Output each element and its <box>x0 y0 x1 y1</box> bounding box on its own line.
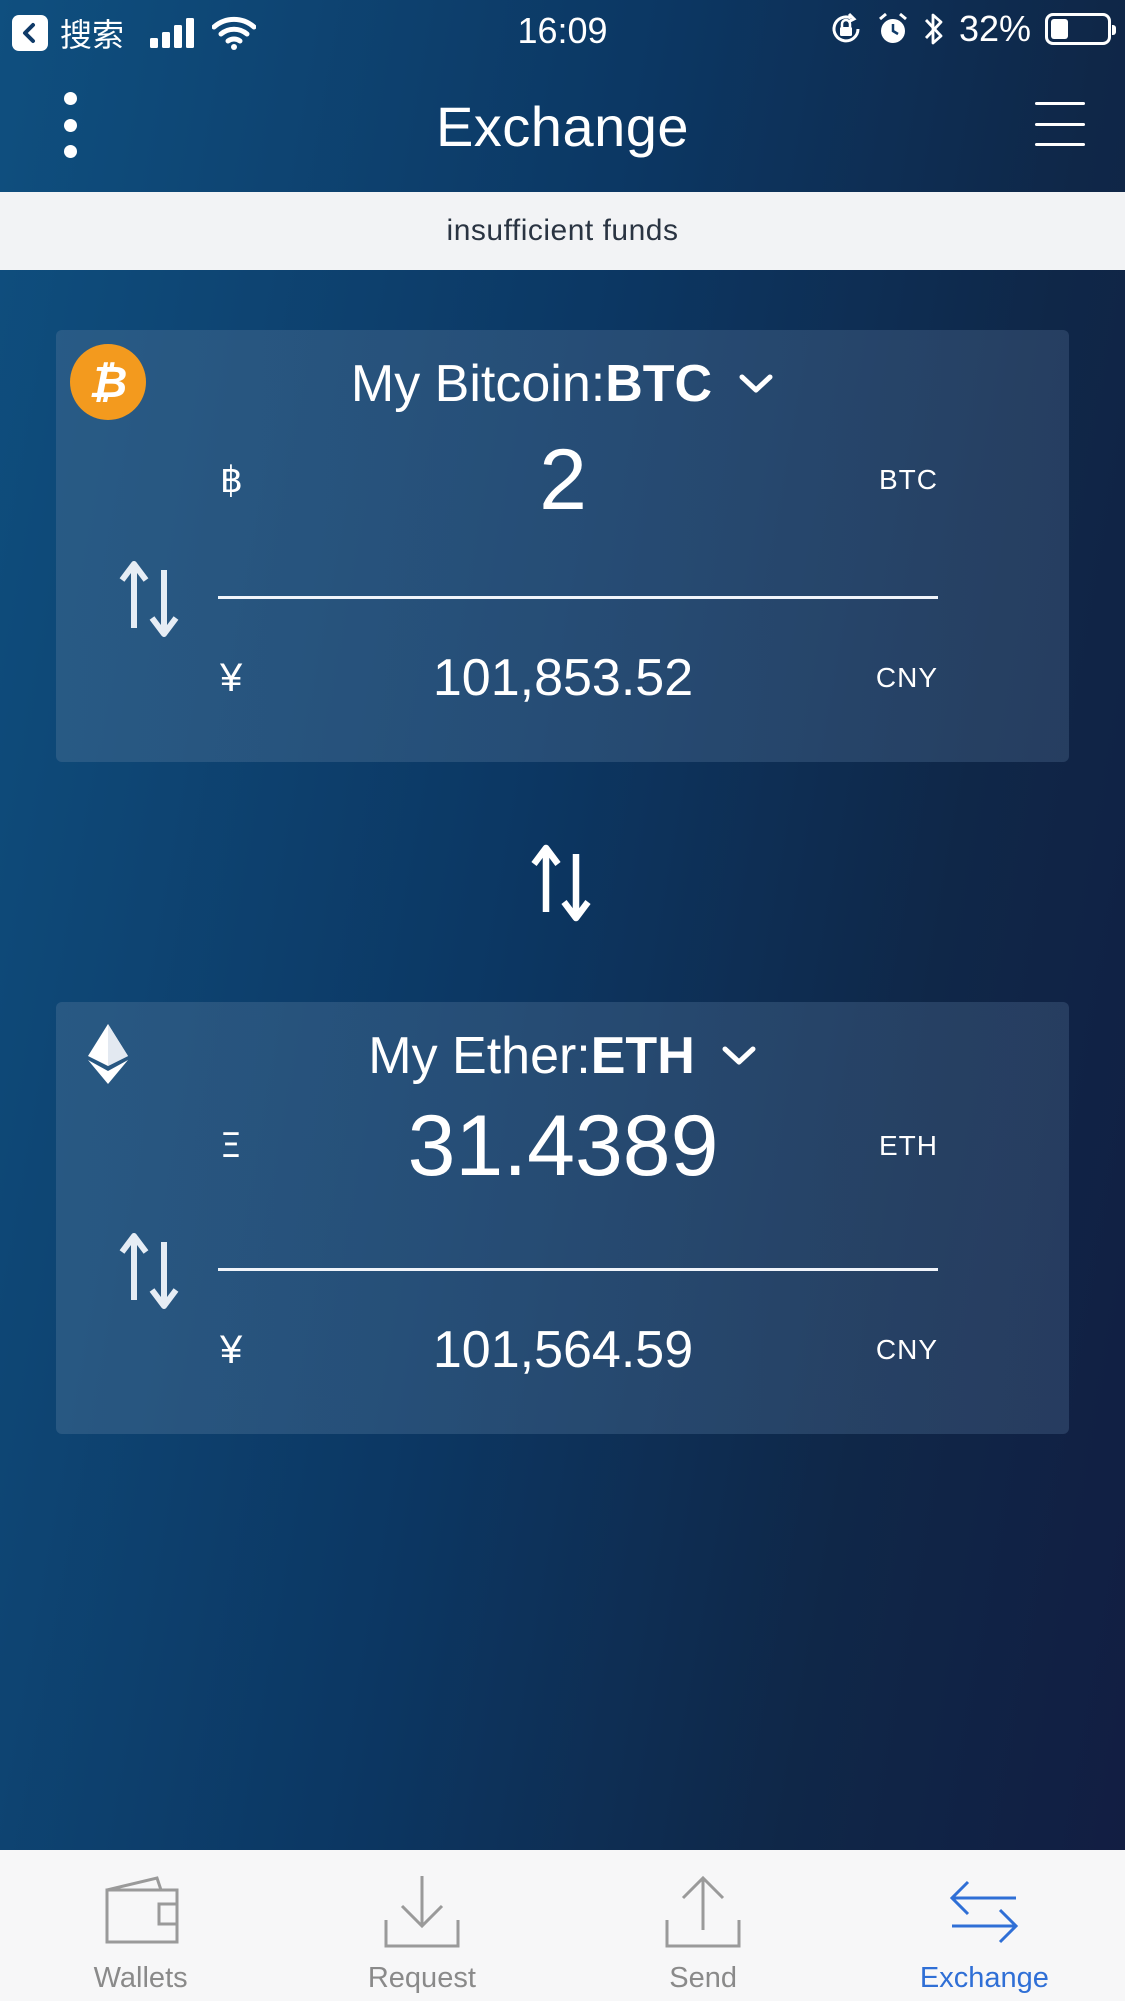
upload-icon <box>665 1875 741 1948</box>
status-right: 32% <box>829 8 1116 50</box>
crypto-symbol: ฿ <box>220 459 243 501</box>
exchange-icon <box>950 1880 1019 1944</box>
wallet-ticker: BTC <box>605 355 713 413</box>
tab-send[interactable]: Send <box>563 1850 844 2001</box>
tab-label: Send <box>669 1962 737 1994</box>
tab-label: Wallets <box>93 1962 188 1994</box>
signal-icon <box>150 18 195 48</box>
battery-icon <box>1045 13 1116 45</box>
wifi-icon <box>212 16 257 50</box>
error-notice: insufficient funds <box>0 192 1125 270</box>
tab-label: Exchange <box>919 1962 1049 1994</box>
download-icon <box>384 1876 460 1948</box>
tab-wallets[interactable]: Wallets <box>0 1850 281 2001</box>
tab-request[interactable]: Request <box>281 1850 562 2001</box>
crypto-amount-row[interactable]: ฿ 2 BTC <box>218 420 938 540</box>
status-time: 16:09 <box>517 10 608 51</box>
fiat-amount-input[interactable]: 101,564.59 <box>432 1321 694 1379</box>
status-bar: 搜索 16:09 32% <box>0 0 1125 62</box>
fiat-symbol: ¥ <box>220 1327 243 1372</box>
chevron-down-icon[interactable] <box>721 1044 757 1068</box>
swap-units-icon[interactable] <box>118 1226 184 1312</box>
fiat-unit: CNY <box>875 662 938 693</box>
from-wallet-selector[interactable]: My Bitcoin: BTC <box>56 354 1069 414</box>
hamburger-menu-icon[interactable] <box>1035 102 1085 146</box>
crypto-unit: BTC <box>879 464 938 495</box>
rotation-lock-icon <box>832 12 860 43</box>
divider <box>218 596 938 599</box>
more-options-icon[interactable] <box>50 92 90 158</box>
alarm-icon <box>878 12 907 43</box>
crypto-amount-row[interactable]: Ξ 31.4389 ETH <box>218 1086 938 1206</box>
ether-logo-icon <box>70 1016 146 1092</box>
crypto-unit: ETH <box>879 1130 938 1161</box>
wallet-name: My Bitcoin: <box>350 355 606 413</box>
bluetooth-icon <box>924 13 943 45</box>
back-label[interactable]: 搜索 <box>60 16 125 54</box>
back-icon[interactable] <box>12 15 48 51</box>
tab-exchange[interactable]: Exchange <box>844 1850 1125 2001</box>
to-wallet-card: My Ether: ETH Ξ 31.4389 ETH ¥ 101,564.59 … <box>56 1002 1069 1434</box>
crypto-amount-input[interactable]: 31.4389 <box>407 1097 719 1194</box>
from-wallet-card: ₿ My Bitcoin: BTC ฿ 2 BTC ¥ 101,853.52 CN… <box>56 330 1069 762</box>
fiat-amount-row[interactable]: ¥ 101,564.59 CNY <box>218 1300 938 1400</box>
crypto-amount-input[interactable]: 2 <box>539 431 587 528</box>
fiat-unit: CNY <box>875 1334 938 1365</box>
divider <box>218 1268 938 1271</box>
fiat-amount-row[interactable]: ¥ 101,853.52 CNY <box>218 628 938 728</box>
fiat-amount-input[interactable]: 101,853.52 <box>432 649 694 707</box>
swap-wallets-icon[interactable] <box>530 838 596 924</box>
svg-text:₿: ₿ <box>89 357 128 407</box>
swap-units-icon[interactable] <box>118 554 184 640</box>
wallet-ticker: ETH <box>590 1027 695 1085</box>
page-title: Exchange <box>435 95 690 158</box>
wallet-icon <box>105 1876 179 1944</box>
tab-bar: Wallets Request Send Exchange <box>0 1850 1125 2001</box>
status-left[interactable]: 搜索 <box>12 10 257 56</box>
to-wallet-selector[interactable]: My Ether: ETH <box>56 1026 1069 1086</box>
tab-label: Request <box>367 1962 476 1994</box>
battery-percent: 32% <box>958 8 1031 49</box>
fiat-symbol: ¥ <box>220 655 243 700</box>
bitcoin-logo-icon: ₿ <box>70 344 146 420</box>
chevron-down-icon[interactable] <box>738 372 774 396</box>
crypto-symbol: Ξ <box>220 1126 242 1166</box>
header: Exchange <box>0 62 1125 192</box>
wallet-name: My Ether: <box>368 1027 591 1085</box>
